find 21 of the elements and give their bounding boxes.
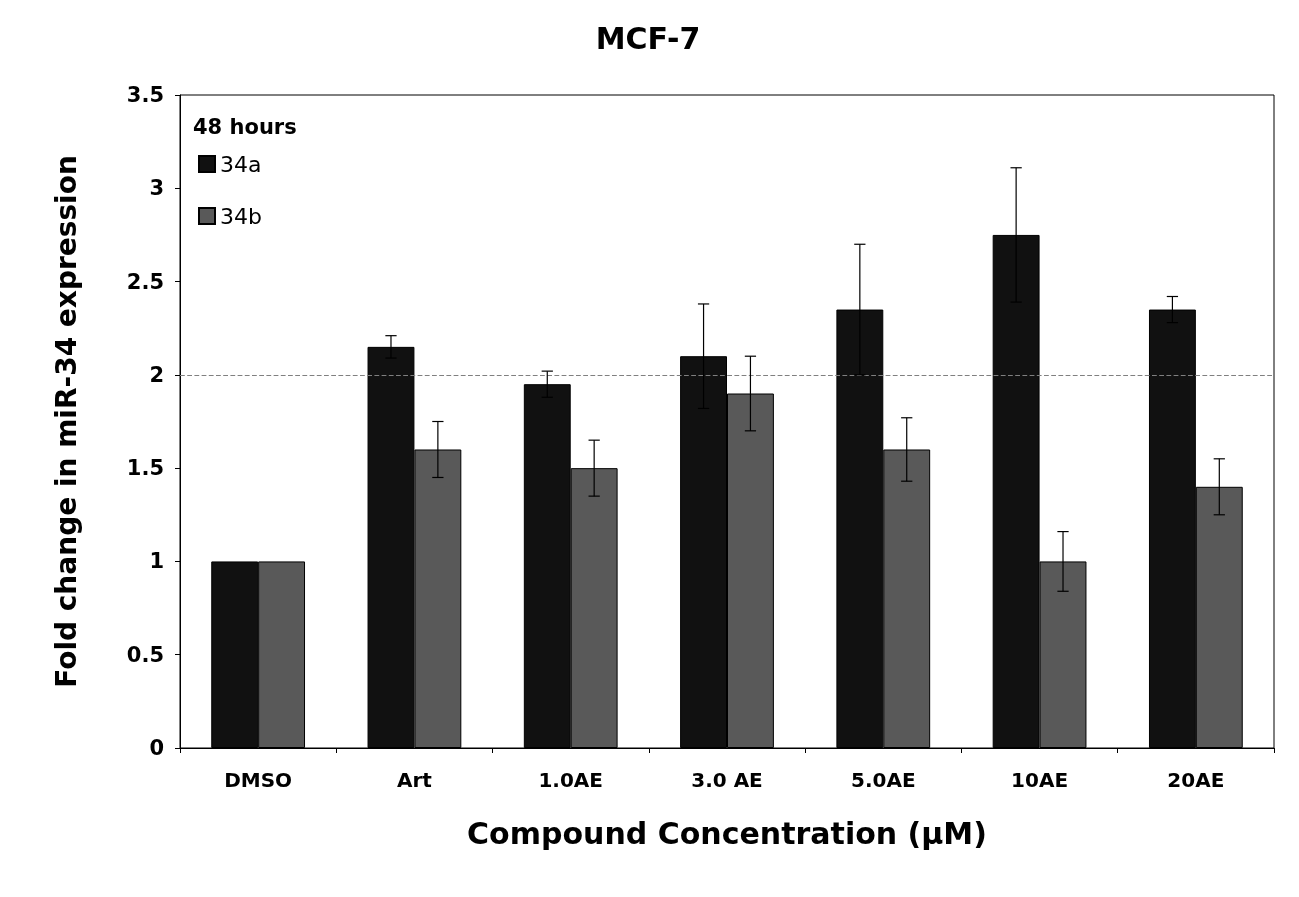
y-tick-label: 3 — [149, 176, 164, 201]
y-tick-label: 0 — [149, 736, 164, 760]
y-axis-title: Fold change in miR-34 expression — [49, 155, 83, 688]
y-tick-label: 1.5 — [126, 456, 164, 481]
legend-label: 34a — [220, 151, 262, 177]
x-tick-label: 10AE — [1011, 768, 1069, 792]
x-tick-label: Art — [396, 768, 433, 792]
x-tick-label: 5.0AE — [851, 768, 916, 792]
x-tick-label: 20AE — [1167, 768, 1225, 792]
y-tick-label: 1 — [149, 549, 164, 574]
x-tick-label: 1.0AE — [538, 768, 603, 792]
y-tick-label: 3.5 — [126, 83, 164, 107]
y-tick-label: 2.5 — [126, 269, 164, 294]
x-tick-label: DMSO — [224, 768, 293, 792]
legend-title: 48 hours — [193, 114, 297, 139]
legend-label: 34b — [220, 203, 262, 229]
y-tick-label: 0.5 — [126, 642, 164, 667]
chart-title: MCF-7 — [595, 20, 701, 56]
x-axis-title: Compound Concentration (µM) — [467, 815, 987, 851]
y-tick-label: 2 — [149, 362, 164, 387]
x-tick-label: 3.0 AE — [691, 768, 763, 792]
